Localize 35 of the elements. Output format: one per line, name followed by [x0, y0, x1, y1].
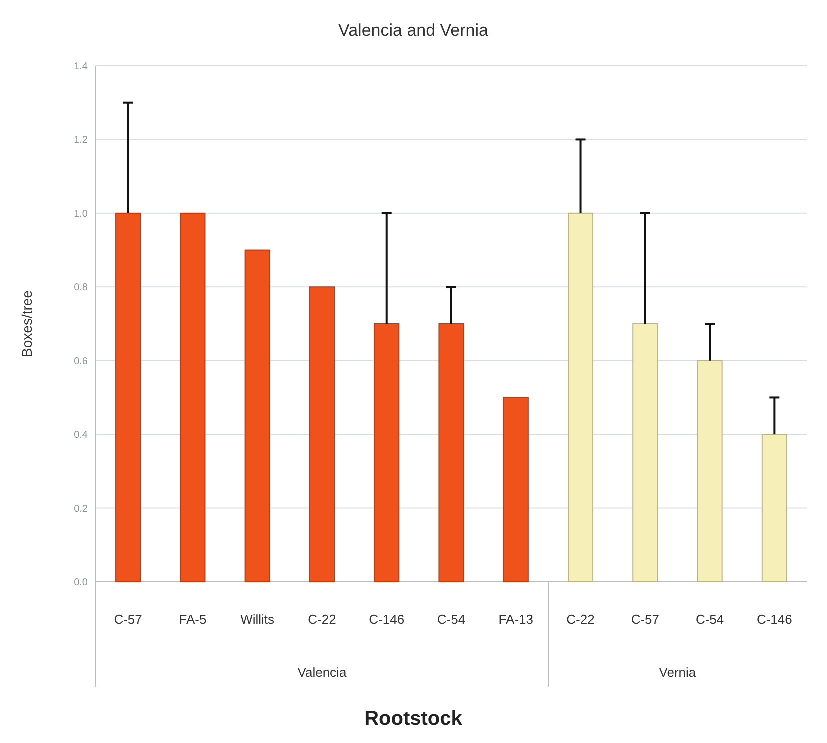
text: Vernia: [659, 665, 697, 680]
bar: [632, 324, 658, 582]
y-tick-label: 0.0: [74, 578, 88, 588]
x-tick-label: C-146: [756, 612, 792, 627]
x-tick-label: C-57: [631, 612, 660, 627]
bar: [697, 360, 723, 582]
bar: [180, 212, 206, 582]
y-axis-title: Boxes/tree: [19, 290, 35, 358]
x-tick-label: C-57: [114, 612, 142, 627]
bar: [568, 212, 594, 582]
bar: [116, 212, 142, 582]
y-tick-label: 1.4: [74, 62, 88, 72]
y-tick-label: 0.2: [74, 504, 88, 515]
x-tick-label: C-146: [369, 612, 405, 627]
x-tick-label: FA-13: [498, 612, 534, 627]
y-tick-label: 1.2: [74, 135, 88, 146]
bar: [503, 397, 529, 582]
text: Valencia: [298, 665, 348, 680]
bar: [438, 324, 464, 582]
chart-title: Valencia and Vernia: [338, 21, 490, 40]
bar: [762, 434, 788, 582]
x-tick-label: C-22: [308, 612, 336, 627]
y-tick-label: 1.0: [74, 208, 88, 220]
bar: [374, 324, 400, 582]
y-tick-label: 0.8: [74, 282, 88, 294]
x-tick-label: C-22: [566, 612, 595, 627]
bar: [244, 250, 270, 582]
x-tick-label: C-54: [437, 612, 466, 627]
y-tick-label: 0.6: [74, 356, 88, 368]
x-tick-label: Willits: [240, 612, 276, 627]
x-tick-label: C-54: [696, 612, 724, 627]
x-axis-title: Rootstock: [364, 708, 464, 730]
x-tick-label: FA-5: [179, 612, 207, 627]
y-tick-label: 0.4: [74, 430, 88, 442]
bar: [309, 286, 336, 582]
